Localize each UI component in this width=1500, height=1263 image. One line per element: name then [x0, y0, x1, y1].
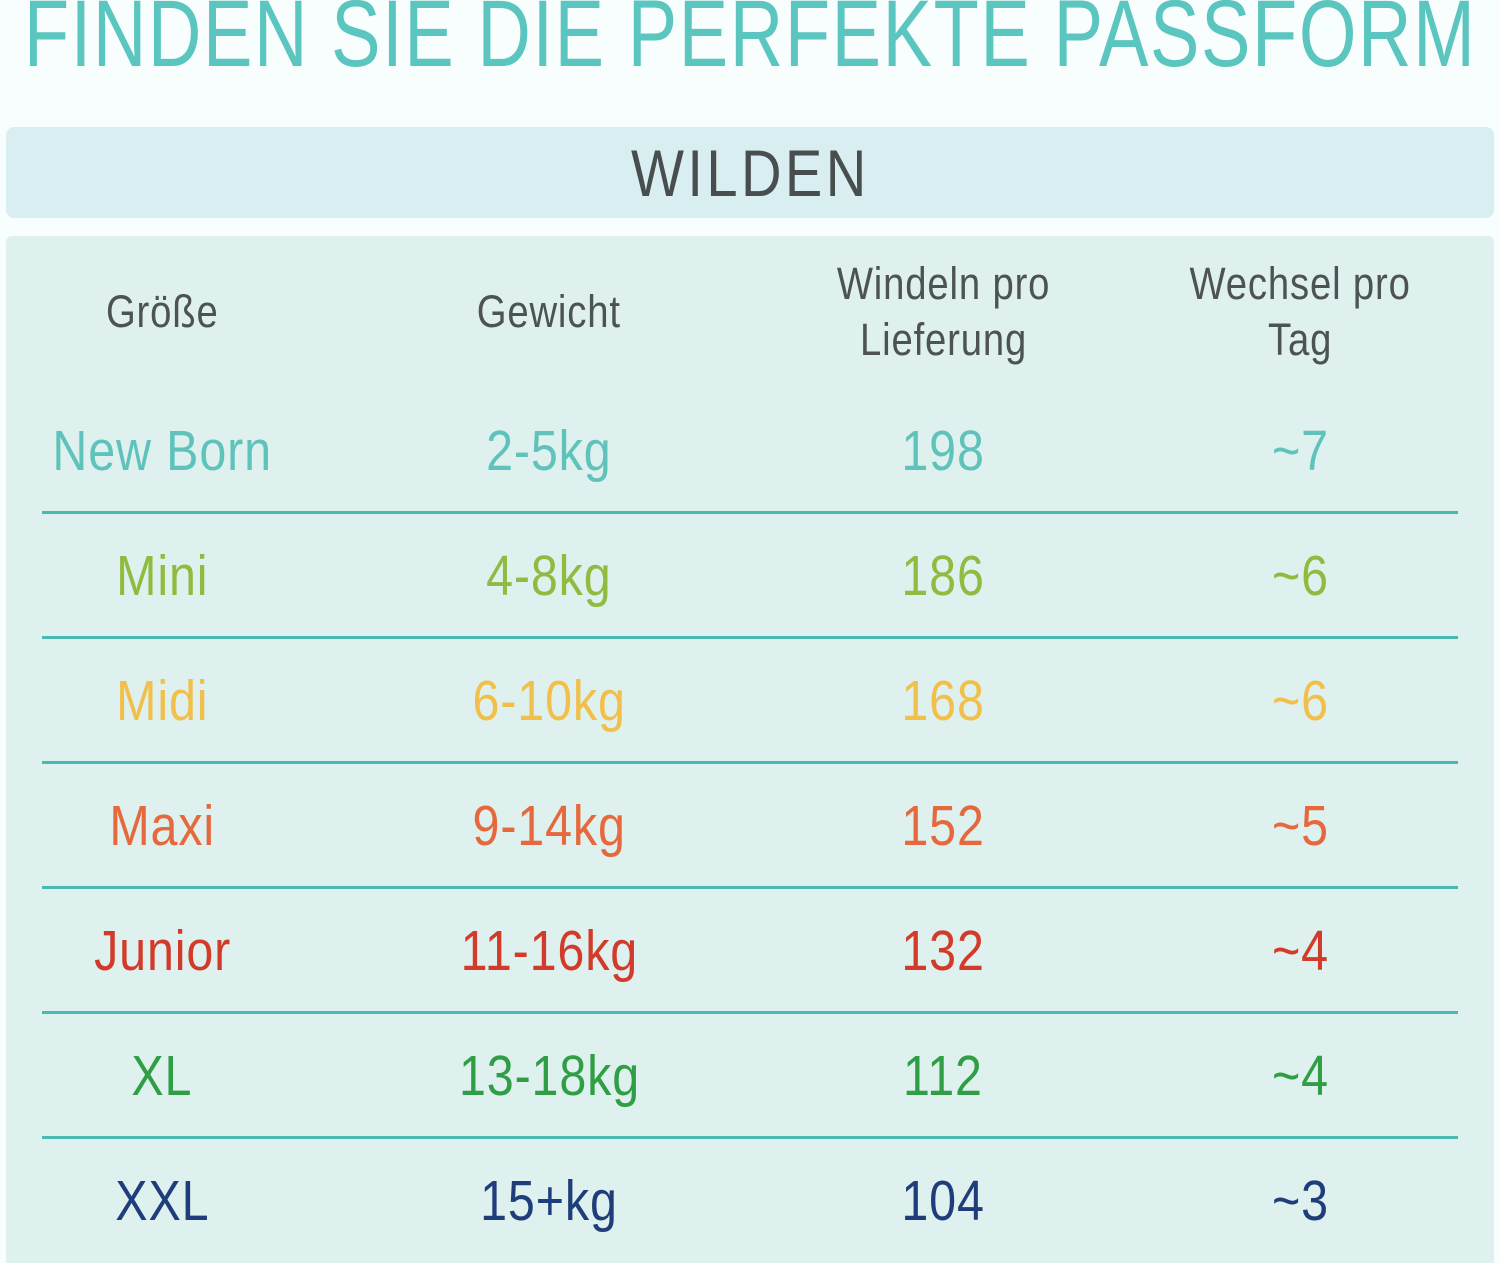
- page-title: FINDEN SIE DIE PERFEKTE PASSFORM: [23, 0, 1477, 87]
- weight-cell: 4-8kg: [318, 543, 779, 609]
- changes-per-day-cell: ~6: [1107, 668, 1494, 734]
- changes-per-day-value: ~4: [1272, 1043, 1330, 1108]
- table-header-row: Größe Gewicht Windeln pro Lieferung Wechsel …: [6, 236, 1494, 388]
- weight-cell: 15+kg: [318, 1168, 779, 1234]
- brand-name: WILDEN: [630, 135, 870, 210]
- per-delivery-cell: 186: [780, 543, 1107, 609]
- size-value: XL: [131, 1043, 193, 1108]
- per-delivery-cell: 198: [780, 418, 1107, 484]
- brand-banner: WILDEN: [6, 127, 1494, 218]
- weight-value: 9-14kg: [472, 793, 626, 858]
- weight-cell: 13-18kg: [318, 1043, 779, 1109]
- per-delivery-value: 104: [901, 1168, 986, 1233]
- per-delivery-cell: 152: [780, 793, 1107, 859]
- weight-value: 15+kg: [480, 1168, 618, 1233]
- per-delivery-value: 132: [901, 918, 986, 983]
- size-value: Midi: [116, 668, 209, 733]
- size-value: Mini: [116, 543, 209, 608]
- column-header: Wechsel pro Tag: [1189, 257, 1412, 365]
- changes-per-day-value: ~6: [1272, 668, 1330, 733]
- column-header: Windeln pro Lieferung: [836, 257, 1051, 365]
- changes-per-day-cell: ~4: [1107, 1043, 1494, 1109]
- weight-value: 6-10kg: [472, 668, 626, 733]
- changes-per-day-value: ~6: [1272, 543, 1330, 608]
- size-value: XXL: [115, 1168, 210, 1233]
- size-cell: Midi: [6, 668, 318, 734]
- table-row: New Born 2-5kg 198 ~7: [6, 388, 1494, 514]
- per-delivery-value: 112: [903, 1043, 984, 1108]
- changes-per-day-value: ~7: [1272, 418, 1330, 483]
- per-delivery-value: 186: [901, 543, 986, 608]
- changes-per-day-cell: ~6: [1107, 543, 1494, 609]
- column-header: Gewicht: [477, 285, 622, 337]
- weight-cell: 6-10kg: [318, 668, 779, 734]
- table-row: XL 13-18kg 112 ~4: [6, 1013, 1494, 1139]
- table-row: Mini 4-8kg 186 ~6: [6, 513, 1494, 639]
- table-row: Junior 11-16kg 132 ~4: [6, 888, 1494, 1014]
- size-cell: Maxi: [6, 793, 318, 859]
- per-delivery-value: 168: [901, 668, 986, 733]
- weight-cell: 9-14kg: [318, 793, 779, 859]
- per-delivery-value: 198: [901, 418, 986, 483]
- size-cell: Junior: [6, 918, 318, 984]
- per-delivery-cell: 168: [780, 668, 1107, 734]
- weight-cell: 2-5kg: [318, 418, 779, 484]
- per-delivery-cell: 104: [780, 1168, 1107, 1234]
- weight-value: 11-16kg: [460, 918, 638, 983]
- per-delivery-cell: 132: [780, 918, 1107, 984]
- title-row: FINDEN SIE DIE PERFEKTE PASSFORM: [0, 0, 1500, 82]
- size-table: Größe Gewicht Windeln pro Lieferung Wechsel …: [6, 236, 1494, 1263]
- size-cell: XXL: [6, 1168, 318, 1234]
- table-row: Maxi 9-14kg 152 ~5: [6, 763, 1494, 889]
- weight-value: 13-18kg: [458, 1043, 640, 1108]
- per-delivery-value: 152: [901, 793, 986, 858]
- size-value: New Born: [52, 418, 272, 483]
- table-row: Midi 6-10kg 168 ~6: [6, 638, 1494, 764]
- changes-per-day-value: ~3: [1272, 1168, 1330, 1233]
- size-value: Junior: [93, 918, 231, 983]
- changes-per-day-cell: ~4: [1107, 918, 1494, 984]
- size-value: Maxi: [109, 793, 216, 858]
- table-row: XXL 15+kg 104 ~3: [6, 1138, 1494, 1263]
- size-cell: XL: [6, 1043, 318, 1109]
- changes-per-day-cell: ~7: [1107, 418, 1494, 484]
- changes-per-day-value: ~4: [1272, 918, 1330, 983]
- column-header: Größe: [105, 285, 219, 337]
- weight-value: 2-5kg: [486, 418, 612, 483]
- size-cell: New Born: [6, 418, 318, 484]
- changes-per-day-value: ~5: [1272, 793, 1330, 858]
- size-cell: Mini: [6, 543, 318, 609]
- table-body: New Born 2-5kg 198 ~7 Mini 4-8kg 186 ~6 …: [6, 388, 1494, 1263]
- weight-value: 4-8kg: [486, 543, 612, 608]
- changes-per-day-cell: ~5: [1107, 793, 1494, 859]
- changes-per-day-cell: ~3: [1107, 1168, 1494, 1234]
- per-delivery-cell: 112: [780, 1043, 1107, 1109]
- weight-cell: 11-16kg: [318, 918, 779, 984]
